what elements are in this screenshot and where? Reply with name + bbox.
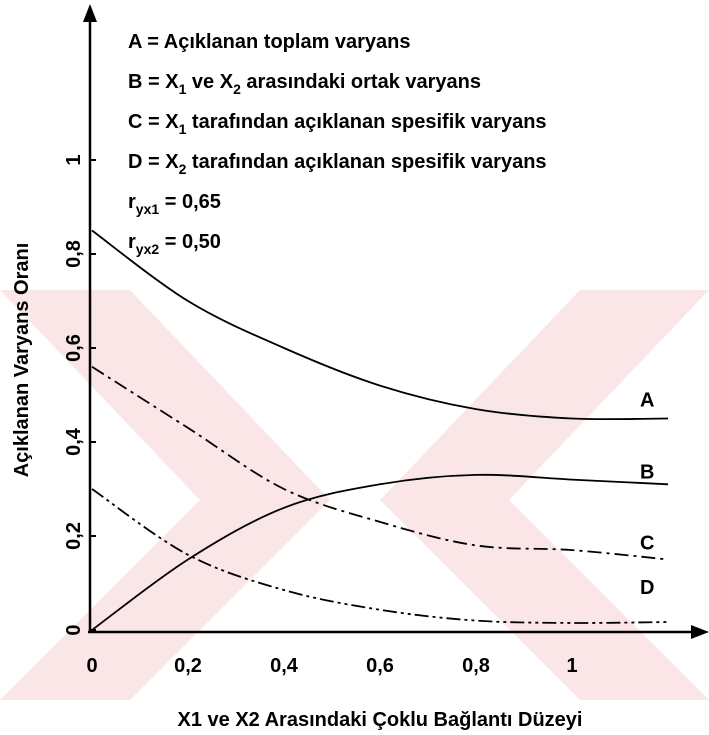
subscript: yx1 bbox=[136, 201, 160, 217]
annotation-text: D = X bbox=[128, 151, 179, 173]
y-tick-label: 0,8 bbox=[63, 240, 85, 268]
x-axis-arrow bbox=[691, 625, 709, 639]
series-line bbox=[91, 229, 669, 421]
series-line bbox=[91, 366, 669, 561]
annotation: ryx1 = 0,65 bbox=[128, 191, 221, 217]
annotation-text: r bbox=[128, 231, 136, 253]
annotation: A = Açıklanan toplam varyans bbox=[128, 31, 411, 53]
x-tick-label: 0,6 bbox=[366, 655, 394, 677]
annotation-text: = 0,65 bbox=[159, 191, 221, 213]
annotation-text: = 0,50 bbox=[159, 231, 221, 253]
series-label: B bbox=[640, 461, 654, 483]
subscript: 2 bbox=[233, 81, 241, 97]
x-tick-label: 0,8 bbox=[462, 655, 490, 677]
y-axis-arrow bbox=[83, 4, 97, 22]
annotation: D = X2 tarafından açıklanan spesifik var… bbox=[128, 151, 547, 177]
series-label: A bbox=[640, 390, 654, 412]
annotation-text: A = Açıklanan toplam varyans bbox=[128, 31, 411, 53]
x-axis-label: X1 ve X2 Arasındaki Çoklu Bağlantı Düzey… bbox=[178, 709, 583, 731]
x-tick-label: 0 bbox=[86, 655, 97, 677]
y-tick-label: 0 bbox=[63, 624, 85, 635]
annotation-text: B = X bbox=[128, 71, 179, 93]
series-label: D bbox=[640, 577, 654, 599]
y-tick-label: 0,6 bbox=[63, 334, 85, 362]
subscript: 1 bbox=[179, 81, 187, 97]
subscript: 2 bbox=[179, 161, 187, 177]
series-line bbox=[91, 488, 669, 624]
annotation-text: tarafından açıklanan spesifik varyans bbox=[186, 151, 546, 173]
subscript: 1 bbox=[179, 121, 187, 137]
x-tick-label: 0,2 bbox=[174, 655, 202, 677]
y-tick-label: 0,4 bbox=[63, 427, 85, 456]
annotation-text: C = X bbox=[128, 111, 179, 133]
watermark bbox=[0, 290, 709, 700]
annotation-text: ve X bbox=[186, 71, 233, 93]
annotation-text: arasındaki ortak varyans bbox=[241, 71, 481, 93]
annotation: ryx2 = 0,50 bbox=[128, 231, 221, 257]
y-axis-label: Açıklanan Varyans Oranı bbox=[11, 243, 33, 478]
annotation-text: tarafından açıklanan spesifik varyans bbox=[186, 111, 546, 133]
series-label: C bbox=[640, 533, 654, 555]
x-tick-label: 0,4 bbox=[270, 655, 299, 677]
annotation: B = X1 ve X2 arasındaki ortak varyans bbox=[128, 71, 481, 97]
subscript: yx2 bbox=[136, 241, 160, 257]
annotation: C = X1 tarafından açıklanan spesifik var… bbox=[128, 111, 547, 137]
y-tick-label: 0,2 bbox=[63, 522, 85, 550]
annotation-text: r bbox=[128, 191, 136, 213]
y-tick-label: 1 bbox=[63, 154, 85, 165]
x-tick-label: 1 bbox=[566, 655, 577, 677]
series-line bbox=[91, 473, 669, 631]
